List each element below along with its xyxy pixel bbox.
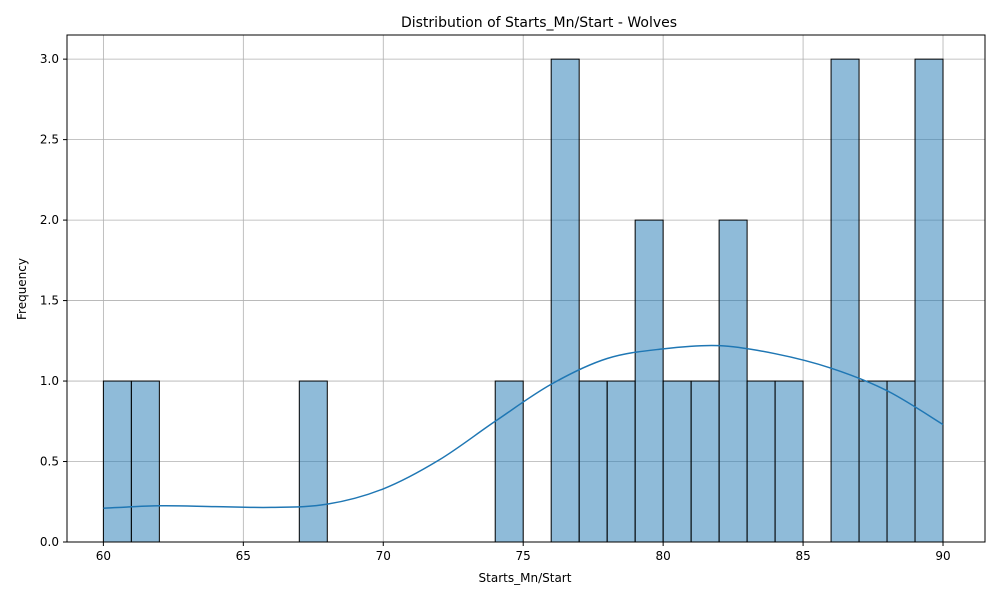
histogram-bar <box>102 380 132 543</box>
histogram-bar <box>298 380 328 543</box>
x-tick-label: 70 <box>376 549 391 563</box>
x-axis-ticks: 60 65 70 75 80 85 90 <box>96 542 951 563</box>
histogram-bar <box>662 380 692 543</box>
y-tick-label: 0.0 <box>40 535 59 549</box>
histogram-bar <box>774 380 804 543</box>
y-tick-label: 2.5 <box>40 133 59 147</box>
histogram-bar <box>858 380 888 543</box>
histogram-bar <box>886 380 916 543</box>
histogram-bar <box>746 380 776 543</box>
histogram-bar <box>914 58 944 543</box>
x-tick-label: 90 <box>935 549 950 563</box>
x-tick-label: 60 <box>96 549 111 563</box>
histogram-bar <box>130 380 160 543</box>
histogram-bar <box>494 380 524 543</box>
x-tick-label: 75 <box>516 549 531 563</box>
x-tick-label: 85 <box>795 549 810 563</box>
y-tick-label: 2.0 <box>40 213 59 227</box>
histogram-bar <box>634 219 664 543</box>
histogram-bar <box>606 380 636 543</box>
plot-frame <box>66 34 986 543</box>
y-tick-label: 3.0 <box>40 52 59 66</box>
histogram-bar <box>718 219 748 543</box>
histogram-bar <box>690 380 720 543</box>
y-tick-label: 1.0 <box>40 374 59 388</box>
histogram-bar <box>550 58 580 543</box>
y-axis-label: Frequency <box>15 258 29 320</box>
chart-title: Distribution of Starts_Mn/Start - Wolves <box>401 15 677 31</box>
x-tick-label: 80 <box>655 549 670 563</box>
x-tick-label: 65 <box>236 549 251 563</box>
y-tick-label: 1.5 <box>40 294 59 308</box>
histogram-bar <box>578 380 608 543</box>
y-tick-label: 0.5 <box>40 455 59 469</box>
y-axis-ticks: 0.0 0.5 1.0 1.5 2.0 2.5 3.0 <box>40 52 67 549</box>
kde-curve <box>103 344 944 509</box>
histogram-bar <box>830 58 860 543</box>
x-axis-label: Starts_Mn/Start <box>479 571 572 585</box>
